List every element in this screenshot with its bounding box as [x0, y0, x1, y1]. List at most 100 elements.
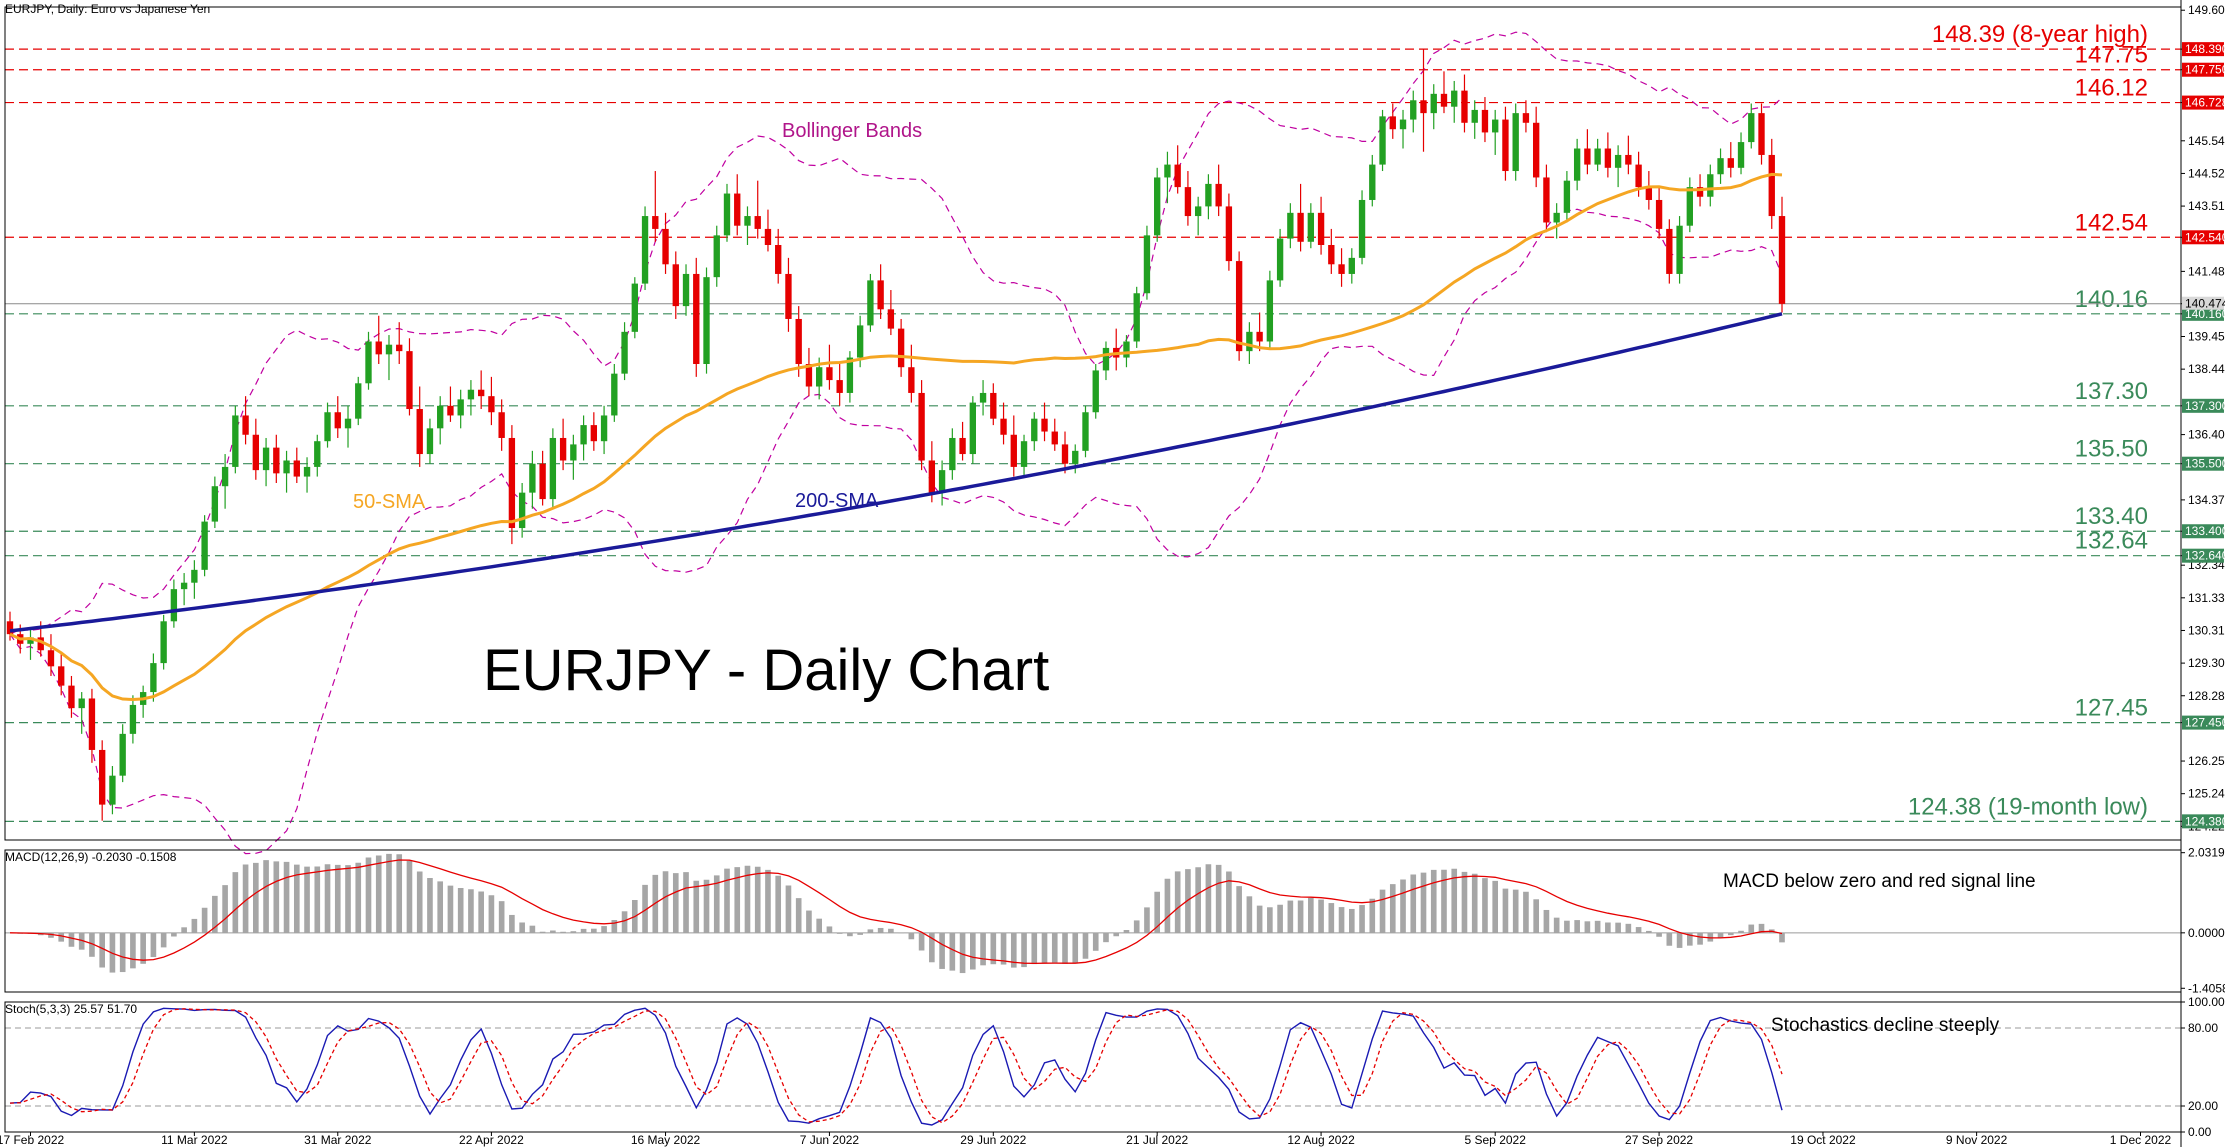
current-price-box	[2182, 296, 2224, 310]
candle	[764, 209, 772, 252]
candle	[191, 560, 198, 599]
candle-body	[242, 415, 249, 435]
candle-body	[1502, 119, 1509, 172]
candle-body	[201, 521, 208, 570]
candle-body	[119, 733, 126, 776]
candle	[467, 380, 475, 416]
level-axis-label-9: 127.450	[2185, 716, 2225, 730]
level-axis-box-3	[2182, 230, 2224, 245]
candle-body	[549, 437, 557, 500]
macd-caption: MACD(12,26,9) -0.2030 -0.1508	[5, 850, 177, 864]
candle-body	[1256, 331, 1263, 342]
candle	[570, 434, 577, 480]
candle	[119, 724, 126, 783]
x-tick-label-9: 5 Sep 2022	[1465, 1133, 1527, 1147]
candle-body	[1635, 164, 1642, 188]
candle	[1737, 132, 1745, 175]
candle-body	[1594, 148, 1601, 165]
candle-body	[1246, 331, 1253, 352]
level-axis-label-4: 140.160	[2185, 307, 2225, 321]
candle	[559, 418, 567, 471]
level-label-8: 132.64	[2075, 528, 2148, 555]
candle-body	[1102, 347, 1110, 371]
candle-body	[375, 341, 382, 355]
candle	[1686, 177, 1693, 233]
candle-body	[416, 409, 423, 455]
panel-frame-0	[4, 6, 2182, 841]
stoch-note: Stochastics decline steeply	[1771, 1015, 2000, 1036]
candle-body	[621, 331, 628, 374]
candle-body	[816, 367, 823, 387]
candle-body	[1133, 293, 1140, 342]
x-tick-label-2: 31 Mar 2022	[304, 1133, 372, 1147]
candle	[611, 364, 618, 422]
candle	[949, 428, 956, 480]
candle	[887, 290, 895, 336]
candle-body	[795, 318, 802, 364]
candle-body	[846, 357, 854, 393]
candle-body	[1645, 187, 1653, 200]
candle-body	[1031, 418, 1038, 442]
level-axis-box-2	[2182, 95, 2224, 110]
candle	[180, 573, 188, 606]
macd-signal-line	[9, 859, 1783, 965]
candle-body	[539, 463, 546, 500]
candle	[498, 399, 505, 451]
candle	[1307, 203, 1315, 249]
candle-body	[150, 663, 157, 693]
x-tick-label-7: 21 Jul 2022	[1126, 1133, 1188, 1147]
candle	[406, 338, 413, 416]
candle-body	[426, 428, 434, 455]
candle-body	[600, 415, 608, 442]
current-price-label: 140.474	[2185, 297, 2225, 311]
candle-body	[1000, 418, 1007, 435]
candle-body	[1696, 187, 1704, 197]
candle	[508, 425, 516, 545]
candle	[1031, 412, 1038, 451]
candle	[969, 396, 976, 464]
candle	[27, 627, 34, 660]
candle-body	[529, 463, 536, 493]
candle	[693, 257, 700, 377]
candle-body	[437, 405, 444, 429]
candle	[1430, 84, 1437, 130]
level-axis-label-7: 133.400	[2185, 524, 2225, 538]
candle-body	[1614, 154, 1622, 168]
candle	[477, 370, 485, 410]
candle	[959, 421, 966, 461]
candle-body	[180, 582, 188, 590]
level-axis-label-2: 146.728	[2185, 96, 2225, 110]
candle	[723, 183, 731, 242]
candle	[47, 634, 55, 676]
candle	[1666, 219, 1673, 284]
candle	[1594, 138, 1601, 172]
candle	[170, 579, 178, 628]
candle	[365, 331, 372, 390]
candle-body	[1686, 187, 1693, 226]
candle-body	[1471, 109, 1478, 123]
candle-body	[1328, 245, 1335, 265]
candle	[590, 412, 598, 451]
candle	[447, 386, 454, 422]
x-tick-label-5: 7 Jun 2022	[800, 1133, 860, 1147]
candle	[273, 434, 280, 483]
candle-body	[1492, 119, 1499, 133]
candle	[1000, 402, 1007, 445]
level-label-0: 148.39 (8-year high)	[1932, 21, 2148, 48]
candle-body	[355, 383, 362, 419]
candle-body	[1297, 212, 1304, 242]
candle-body	[1358, 199, 1366, 258]
candle	[1676, 216, 1683, 284]
candle-body	[877, 280, 884, 310]
candle	[1614, 145, 1622, 188]
candle-body	[713, 235, 720, 278]
candle-body	[979, 392, 987, 403]
candle	[897, 318, 905, 377]
candle-body	[221, 466, 229, 487]
candle	[1655, 187, 1663, 239]
y-tick-label-14: 136.405	[2188, 428, 2225, 442]
level-axis-label-8: 132.640	[2185, 549, 2225, 563]
sma200-line	[9, 312, 1783, 633]
x-tick-label-4: 16 May 2022	[631, 1133, 701, 1147]
candle-body	[641, 216, 649, 284]
